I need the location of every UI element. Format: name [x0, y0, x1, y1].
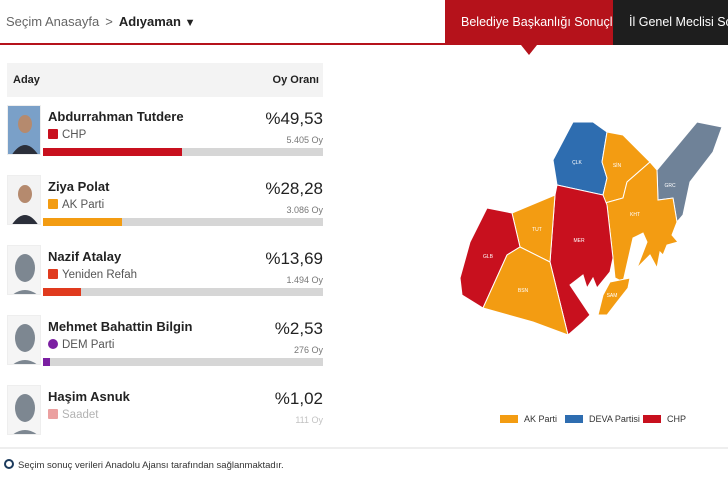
- district-label-bsn: BSN: [518, 288, 529, 294]
- candidate-row[interactable]: Abdurrahman Tutdere CHP %49,53 5.405 Oy: [7, 105, 323, 163]
- candidate-name: Ziya Polat: [48, 179, 110, 194]
- header: Seçim Anasayfa > Adıyaman ▼ Belediye Başka…: [0, 0, 728, 45]
- vote-percent: %28,28: [265, 179, 323, 198]
- district-sam[interactable]: [597, 277, 631, 316]
- candidate-party: DEM Parti: [48, 339, 114, 351]
- vote-count: 1.494 Oy: [286, 275, 323, 285]
- active-tab-indicator: [521, 45, 537, 55]
- district-label-clk: ÇLK: [572, 160, 582, 166]
- candidate-name: Haşim Asnuk: [48, 389, 130, 404]
- district-label-kht: KHT: [630, 212, 640, 218]
- party-logo-icon: [48, 269, 58, 279]
- candidate-party: Saadet: [48, 409, 98, 421]
- vote-count: 5.405 Oy: [286, 135, 323, 145]
- district-bsn[interactable]: [482, 246, 569, 336]
- vote-count: 111 Oy: [295, 415, 323, 425]
- legend-chp: CHP: [643, 414, 686, 424]
- party-name: DEM Parti: [62, 339, 115, 351]
- anadolu-agency-icon: [4, 459, 14, 469]
- legend-label: CHP: [667, 414, 687, 424]
- tab-mayor-results[interactable]: Belediye Başkanlığı Sonuçları: [445, 0, 613, 45]
- party-name: Yeniden Refah: [62, 269, 138, 281]
- party-logo-icon: [48, 409, 58, 419]
- vote-share-fill: [43, 288, 82, 296]
- candidate-row[interactable]: Mehmet Bahattin Bilgin DEM Parti %2,53 2…: [7, 315, 323, 373]
- vote-percent: %49,53: [265, 109, 323, 128]
- legend-label: AK Parti: [524, 414, 558, 424]
- party-name: Saadet: [62, 409, 99, 421]
- legend-deva: DEVA Partisi: [565, 414, 640, 424]
- vote-share-fill: [43, 358, 51, 366]
- legend-label: DEVA Partisi: [589, 414, 640, 424]
- vote-share-fill: [43, 148, 182, 156]
- candidate-row[interactable]: Nazif Atalay Yeniden Refah %13,69 1.494 …: [7, 245, 323, 303]
- vote-percent: %1,02: [274, 389, 323, 408]
- legend-swatch: [565, 415, 583, 423]
- col-rate: Oy Oranı: [272, 74, 319, 86]
- party-logo-icon: [48, 339, 58, 349]
- footer-text: Seçim sonuç verileri Anadolu Ajansı tara…: [18, 460, 284, 471]
- vote-count: 3.086 Oy: [286, 205, 323, 215]
- candidate-party: Yeniden Refah: [48, 269, 137, 281]
- party-logo-icon: [48, 199, 58, 209]
- district-label-sam: SAM: [607, 293, 618, 299]
- chevron-down-icon[interactable]: ▼: [184, 17, 196, 29]
- vote-share-bar: [43, 218, 323, 226]
- district-clk[interactable]: [552, 121, 608, 196]
- vote-share-fill: [43, 218, 123, 226]
- district-label-mer: MER: [573, 238, 585, 244]
- candidate-photo: [7, 315, 41, 365]
- legend-swatch: [500, 415, 518, 423]
- candidate-name: Mehmet Bahattin Bilgin: [48, 319, 193, 334]
- party-name: AK Parti: [62, 199, 105, 211]
- district-label-grc: GRC: [664, 183, 676, 189]
- footer: Seçim sonuç verileri Anadolu Ajansı tara…: [0, 447, 728, 481]
- party-logo-icon: [48, 129, 58, 139]
- vote-percent: %2,53: [274, 319, 323, 338]
- candidate-photo: [7, 105, 41, 155]
- district-label-glb: GLB: [483, 254, 494, 260]
- breadcrumb: Seçim Anasayfa > Adıyaman ▼: [6, 14, 195, 29]
- candidate-row[interactable]: Ziya Polat AK Parti %28,28 3.086 Oy: [7, 175, 323, 233]
- tab-council-results[interactable]: İl Genel Meclisi Sonuçları: [613, 0, 728, 45]
- candidate-row[interactable]: Haşim Asnuk Saadet %1,02 111 Oy: [7, 385, 323, 443]
- breadcrumb-separator: >: [105, 14, 113, 29]
- candidate-name: Abdurrahman Tutdere: [48, 109, 184, 124]
- legend-swatch: [643, 415, 661, 423]
- col-candidate: Aday: [13, 74, 40, 86]
- vote-count: 276 Oy: [293, 345, 323, 355]
- candidate-photo: [7, 245, 41, 295]
- district-label-sin: SİN: [613, 162, 622, 169]
- table-header: Aday Oy Oranı: [7, 63, 323, 97]
- candidate-photo: [7, 385, 41, 435]
- breadcrumb-home[interactable]: Seçim Anasayfa: [6, 14, 100, 29]
- candidate-name: Nazif Atalay: [48, 249, 122, 264]
- candidate-party: AK Parti: [48, 199, 104, 211]
- breadcrumb-city-dropdown[interactable]: Adıyaman: [118, 14, 181, 29]
- vote-share-bar: [43, 358, 323, 366]
- vote-share-bar: [43, 288, 323, 296]
- candidate-party: CHP: [48, 129, 86, 141]
- candidate-photo: [7, 175, 41, 225]
- party-name: CHP: [62, 129, 87, 141]
- vote-share-bar: [43, 148, 323, 156]
- district-label-tut: TUT: [532, 227, 542, 233]
- vote-percent: %13,69: [265, 249, 323, 268]
- legend-ak-parti: AK Parti: [500, 414, 557, 424]
